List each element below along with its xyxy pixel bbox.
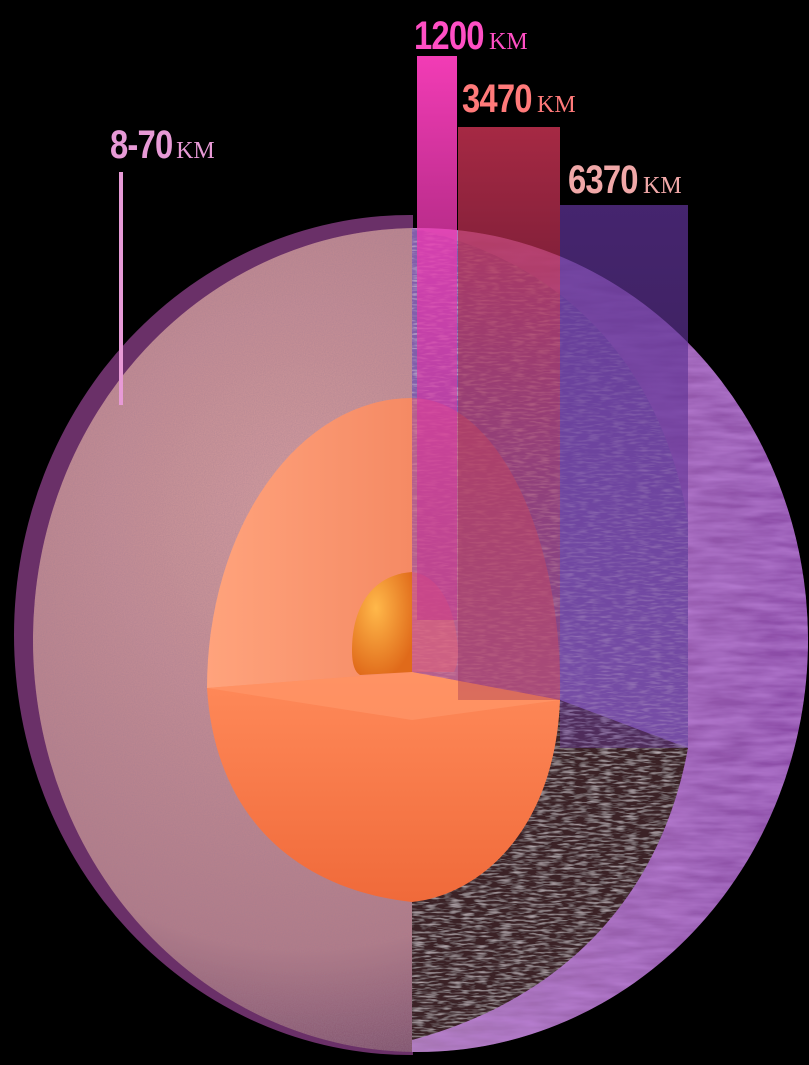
inner-core-radius-value: 1200 (414, 14, 485, 58)
inner-core-radius-band (417, 56, 457, 620)
inner-core-radius-label: 1200 KM (414, 14, 528, 59)
outer-core-radius-value: 3470 (462, 77, 533, 121)
earth-radius-value: 6370 (568, 158, 639, 202)
inner-core-radius-unit: KM (488, 29, 528, 55)
crust-thickness-unit: KM (176, 138, 215, 164)
crust-thickness-label: 8-70 KM (110, 123, 215, 168)
mantle-radius-band (560, 205, 688, 748)
outer-core-radius-label: 3470 KM (462, 77, 576, 122)
outer-core-radius-band (458, 127, 560, 700)
outer-core-radius-unit: KM (536, 92, 576, 118)
earth-radius-unit: KM (642, 173, 682, 199)
crust-thickness-value: 8-70 (110, 123, 173, 167)
earth-radius-label: 6370 KM (568, 158, 682, 203)
